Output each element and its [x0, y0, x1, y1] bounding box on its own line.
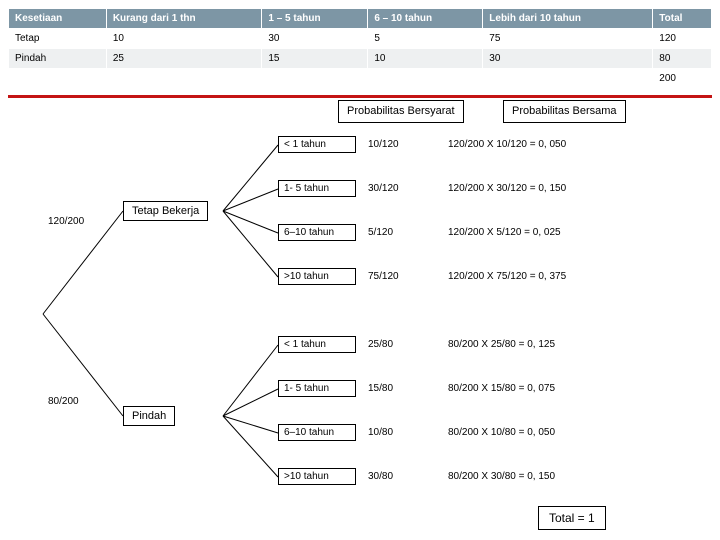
conditional-prob: 30/120: [368, 183, 399, 194]
conditional-prob: 15/80: [368, 383, 393, 394]
table-cell: [9, 69, 107, 89]
joint-prob: 120/200 X 5/120 = 0, 025: [448, 227, 561, 238]
leaf-range: 6–10 tahun: [278, 424, 356, 441]
conditional-prob: 75/120: [368, 271, 399, 282]
branch-tetap-bekerja: Tetap Bekerja: [123, 201, 208, 221]
table-row: Pindah2515103080: [9, 49, 712, 69]
table-row: 200: [9, 69, 712, 89]
table-header-cell: Lebih dari 10 tahun: [483, 9, 653, 29]
leaf-range: 1- 5 tahun: [278, 380, 356, 397]
table-cell: 10: [106, 29, 262, 49]
leaf-range: < 1 tahun: [278, 136, 356, 153]
probability-tree: Probabilitas Bersyarat Probabilitas Bers…: [8, 106, 712, 526]
table-header-cell: Kurang dari 1 thn: [106, 9, 262, 29]
joint-prob: 80/200 X 30/80 = 0, 150: [448, 471, 555, 482]
leaf-range: 1- 5 tahun: [278, 180, 356, 197]
table-cell: [483, 69, 653, 89]
table-cell: [262, 69, 368, 89]
table-cell: Tetap: [9, 29, 107, 49]
total-box: Total = 1: [538, 506, 606, 530]
leaf-range: >10 tahun: [278, 268, 356, 285]
table-cell: 120: [653, 29, 712, 49]
conditional-prob: 10/120: [368, 139, 399, 150]
table-header-cell: 1 – 5 tahun: [262, 9, 368, 29]
loyalty-table: KesetiaanKurang dari 1 thn1 – 5 tahun6 –…: [8, 8, 712, 89]
table-header-cell: Kesetiaan: [9, 9, 107, 29]
table-cell: [106, 69, 262, 89]
table-cell: 200: [653, 69, 712, 89]
table-cell: 25: [106, 49, 262, 69]
root-label-pindah: 80/200: [48, 396, 79, 407]
table-cell: 75: [483, 29, 653, 49]
table-cell: [368, 69, 483, 89]
header-prob-bersyarat-text: Probabilitas Bersyarat: [347, 105, 455, 117]
leaf-range: < 1 tahun: [278, 336, 356, 353]
leaf-range: 6–10 tahun: [278, 224, 356, 241]
conditional-prob: 30/80: [368, 471, 393, 482]
table-cell: Pindah: [9, 49, 107, 69]
table-cell: 10: [368, 49, 483, 69]
header-prob-bersyarat: Probabilitas Bersyarat: [338, 100, 464, 123]
red-divider: [8, 95, 712, 98]
table-cell: 30: [262, 29, 368, 49]
table-cell: 15: [262, 49, 368, 69]
table-cell: 30: [483, 49, 653, 69]
header-prob-bersama-text: Probabilitas Bersama: [512, 105, 617, 117]
leaf-range: >10 tahun: [278, 468, 356, 485]
branch-pindah: Pindah: [123, 406, 175, 426]
table-cell: 80: [653, 49, 712, 69]
joint-prob: 80/200 X 15/80 = 0, 075: [448, 383, 555, 394]
header-prob-bersama: Probabilitas Bersama: [503, 100, 626, 123]
joint-prob: 80/200 X 10/80 = 0, 050: [448, 427, 555, 438]
joint-prob: 120/200 X 75/120 = 0, 375: [448, 271, 566, 282]
table-header-cell: Total: [653, 9, 712, 29]
conditional-prob: 10/80: [368, 427, 393, 438]
conditional-prob: 25/80: [368, 339, 393, 350]
table-cell: 5: [368, 29, 483, 49]
table-header-cell: 6 – 10 tahun: [368, 9, 483, 29]
root-label-tetap: 120/200: [48, 216, 84, 227]
joint-prob: 80/200 X 25/80 = 0, 125: [448, 339, 555, 350]
table-row: Tetap1030575120: [9, 29, 712, 49]
joint-prob: 120/200 X 30/120 = 0, 150: [448, 183, 566, 194]
conditional-prob: 5/120: [368, 227, 393, 238]
joint-prob: 120/200 X 10/120 = 0, 050: [448, 139, 566, 150]
